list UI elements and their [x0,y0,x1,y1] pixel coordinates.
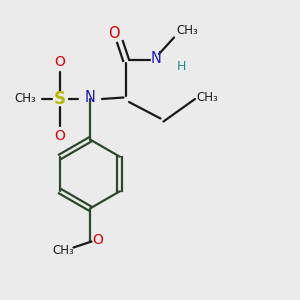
Text: S: S [54,90,66,108]
Text: CH₃: CH₃ [15,92,36,106]
Text: N: N [151,51,161,66]
Text: O: O [108,26,120,40]
Text: CH₃: CH₃ [177,23,198,37]
Text: O: O [92,233,103,247]
Text: O: O [55,55,65,68]
Text: CH₃: CH₃ [196,91,218,104]
Text: O: O [55,130,65,143]
Text: CH₃: CH₃ [52,244,74,257]
Text: H: H [177,59,186,73]
Text: N: N [85,90,95,105]
